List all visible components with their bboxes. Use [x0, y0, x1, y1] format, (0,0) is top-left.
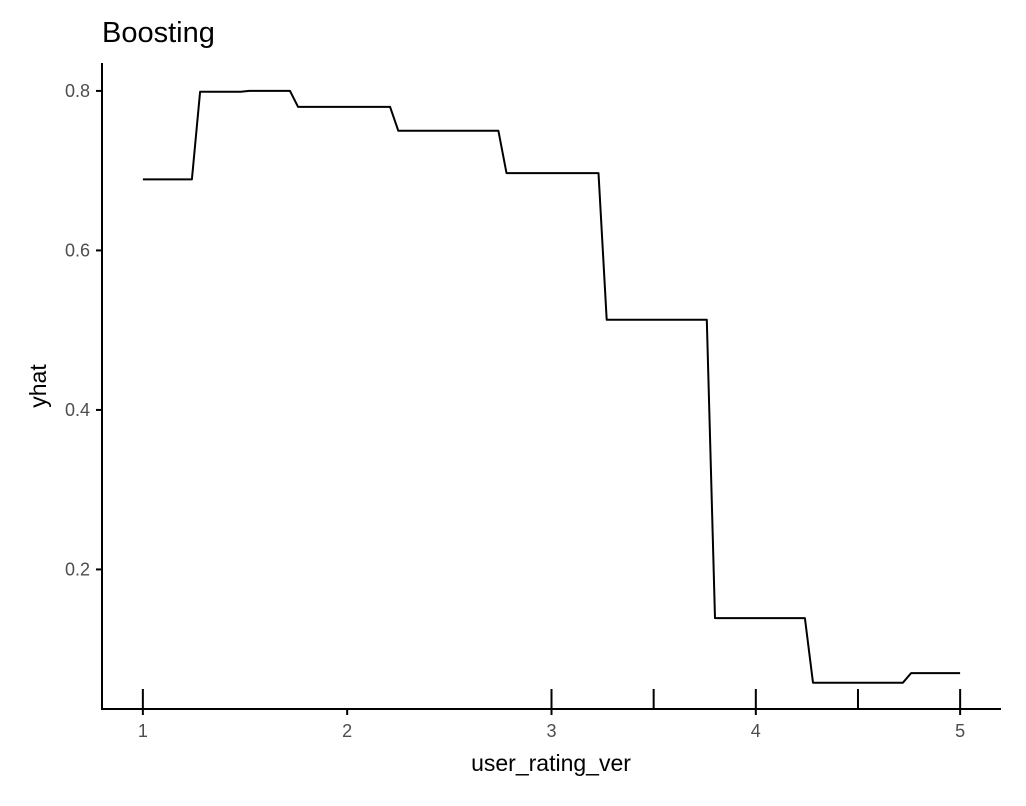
rug-marks [141, 689, 962, 709]
y-tick-label: 0.4 [65, 400, 90, 420]
y-tick-label: 0.6 [65, 240, 90, 260]
x-tick-label: 3 [546, 721, 556, 741]
x-axis-title: user_rating_ver [471, 750, 631, 776]
y-tick-label: 0.2 [65, 559, 90, 579]
series-line [142, 89, 961, 684]
y-axis-title: yhat [25, 364, 51, 408]
x-axis-ticks: 1 2 3 4 5 [138, 709, 965, 741]
y-tick-label: 0.8 [65, 81, 90, 101]
x-tick-label: 5 [955, 721, 965, 741]
y-axis-ticks: 0.2 0.4 0.6 0.8 [65, 81, 102, 579]
chart-title: Boosting [102, 17, 215, 49]
x-tick-label: 4 [751, 721, 761, 741]
x-tick-label: 2 [342, 721, 352, 741]
x-tick-label: 1 [138, 721, 148, 741]
